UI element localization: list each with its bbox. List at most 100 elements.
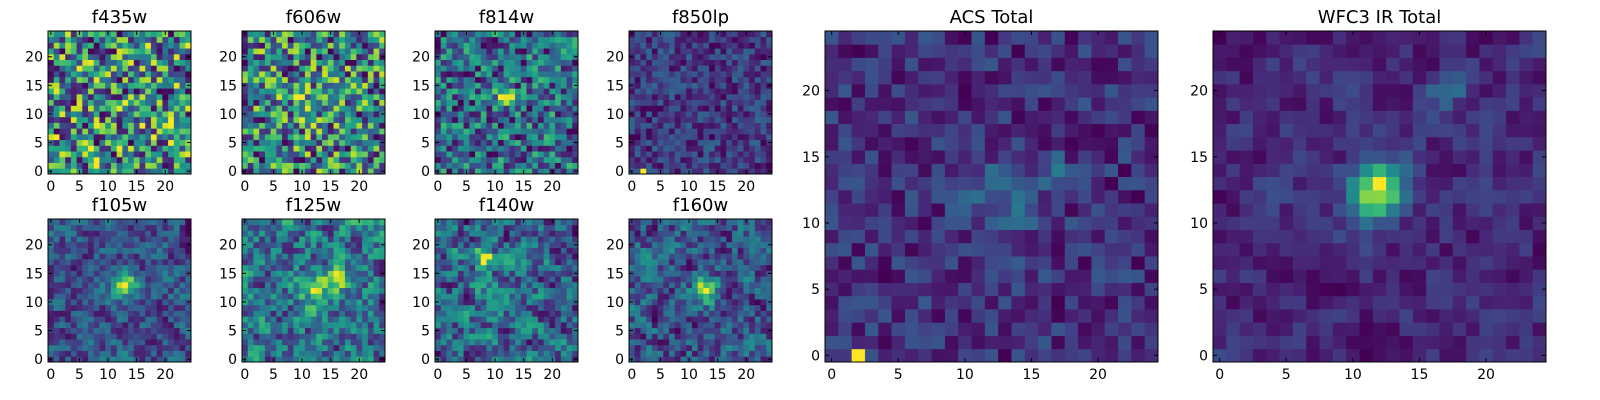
heatmap-cell (469, 253, 476, 260)
heatmap-cell (486, 156, 493, 163)
heatmap-cell (640, 111, 647, 118)
heatmap-cell (537, 53, 545, 60)
heatmap-cell (686, 293, 693, 300)
heatmap-cell (486, 281, 493, 289)
heatmap-cell (65, 88, 72, 95)
heatmap-cell (156, 253, 163, 260)
heatmap-cell (720, 76, 727, 83)
heatmap-cell (99, 71, 106, 78)
y-tick-label: 0 (421, 164, 430, 180)
heatmap-cell (686, 105, 693, 112)
heatmap-cell (173, 36, 180, 43)
heatmap-cell (572, 247, 579, 254)
heatmap-cell (480, 168, 487, 175)
heatmap-cell (344, 304, 352, 311)
heatmap-cell (53, 333, 60, 340)
heatmap-cell (139, 145, 146, 152)
heatmap-cell (173, 299, 180, 306)
heatmap-cell (367, 230, 374, 237)
heatmap-cell (492, 88, 499, 95)
heatmap-cell (555, 264, 562, 271)
heatmap-cell (304, 270, 312, 277)
heatmap-cell (537, 88, 545, 95)
heatmap-cell (247, 270, 254, 277)
heatmap-cell (122, 281, 129, 289)
heatmap-cell (173, 133, 180, 141)
heatmap-cell (276, 230, 283, 237)
heatmap-cell (686, 128, 693, 135)
heatmap-cell (299, 93, 306, 101)
heatmap-cell (457, 356, 464, 363)
heatmap-cell (128, 293, 135, 300)
heatmap-cell (48, 59, 55, 66)
heatmap-cell (526, 304, 533, 311)
heatmap-cell (503, 293, 510, 300)
heatmap-cell (156, 53, 163, 60)
heatmap-cell (356, 111, 363, 118)
heatmap-cell (253, 299, 260, 306)
heatmap-cell (549, 327, 556, 334)
heatmap-cell (691, 310, 699, 317)
heatmap-cell (674, 76, 681, 83)
heatmap-cell (566, 42, 573, 49)
heatmap-cell (105, 59, 112, 66)
heatmap-cell (53, 53, 60, 60)
heatmap-cell (663, 76, 670, 83)
heatmap-cell (70, 168, 77, 175)
heatmap-cell (720, 59, 727, 66)
heatmap-cell (572, 145, 579, 152)
heatmap-cell (440, 304, 447, 311)
heatmap-cell (48, 71, 55, 78)
heatmap-cell (373, 133, 380, 141)
heatmap-cell (463, 270, 470, 277)
heatmap-cell (105, 116, 112, 123)
heatmap-cell (646, 162, 653, 169)
heatmap-cell (379, 36, 386, 43)
heatmap-cell (105, 310, 112, 317)
heatmap-cell (572, 253, 579, 260)
heatmap-cell (276, 321, 283, 329)
heatmap-cell (446, 264, 453, 271)
heatmap-cell (339, 116, 346, 123)
heatmap-cell (457, 350, 464, 357)
heatmap-cell (457, 259, 464, 266)
heatmap-cell (128, 327, 135, 334)
heatmap-cell (179, 327, 186, 334)
heatmap-cell (322, 128, 329, 135)
heatmap-cell (463, 344, 470, 351)
heatmap-cell (339, 42, 346, 49)
heatmap-cell (373, 65, 380, 72)
heatmap-cell (555, 116, 562, 123)
heatmap-cell (247, 304, 254, 311)
heatmap-cell (766, 310, 773, 317)
heatmap-cell (440, 339, 447, 346)
heatmap-cell (674, 293, 681, 300)
heatmap-cell (646, 42, 653, 49)
heatmap-cell (156, 264, 163, 271)
heatmap-cell (99, 59, 106, 66)
heatmap-cell (520, 133, 527, 141)
heatmap-cell (486, 116, 493, 123)
heatmap-cell (754, 88, 761, 95)
heatmap-cell (475, 105, 482, 112)
heatmap-cell (53, 236, 60, 243)
heatmap-cell (674, 65, 681, 72)
heatmap-cell (247, 145, 254, 152)
heatmap-cell (440, 48, 447, 55)
heatmap-cell (697, 339, 704, 346)
heatmap-cell (526, 316, 533, 323)
heatmap-cell (333, 224, 340, 231)
heatmap-cell (253, 133, 260, 141)
heatmap-cell (749, 321, 756, 329)
heatmap-cell (304, 128, 312, 135)
heatmap-cell (379, 219, 386, 226)
heatmap-cell (373, 48, 380, 55)
heatmap-cell (168, 339, 175, 346)
heatmap-cell (242, 88, 249, 95)
heatmap-cell (293, 236, 300, 243)
heatmap-cell (686, 48, 693, 55)
heatmap-cell (105, 321, 112, 329)
heatmap-cell (99, 139, 106, 146)
heatmap-cell (242, 59, 249, 66)
heatmap-cell (446, 71, 453, 78)
